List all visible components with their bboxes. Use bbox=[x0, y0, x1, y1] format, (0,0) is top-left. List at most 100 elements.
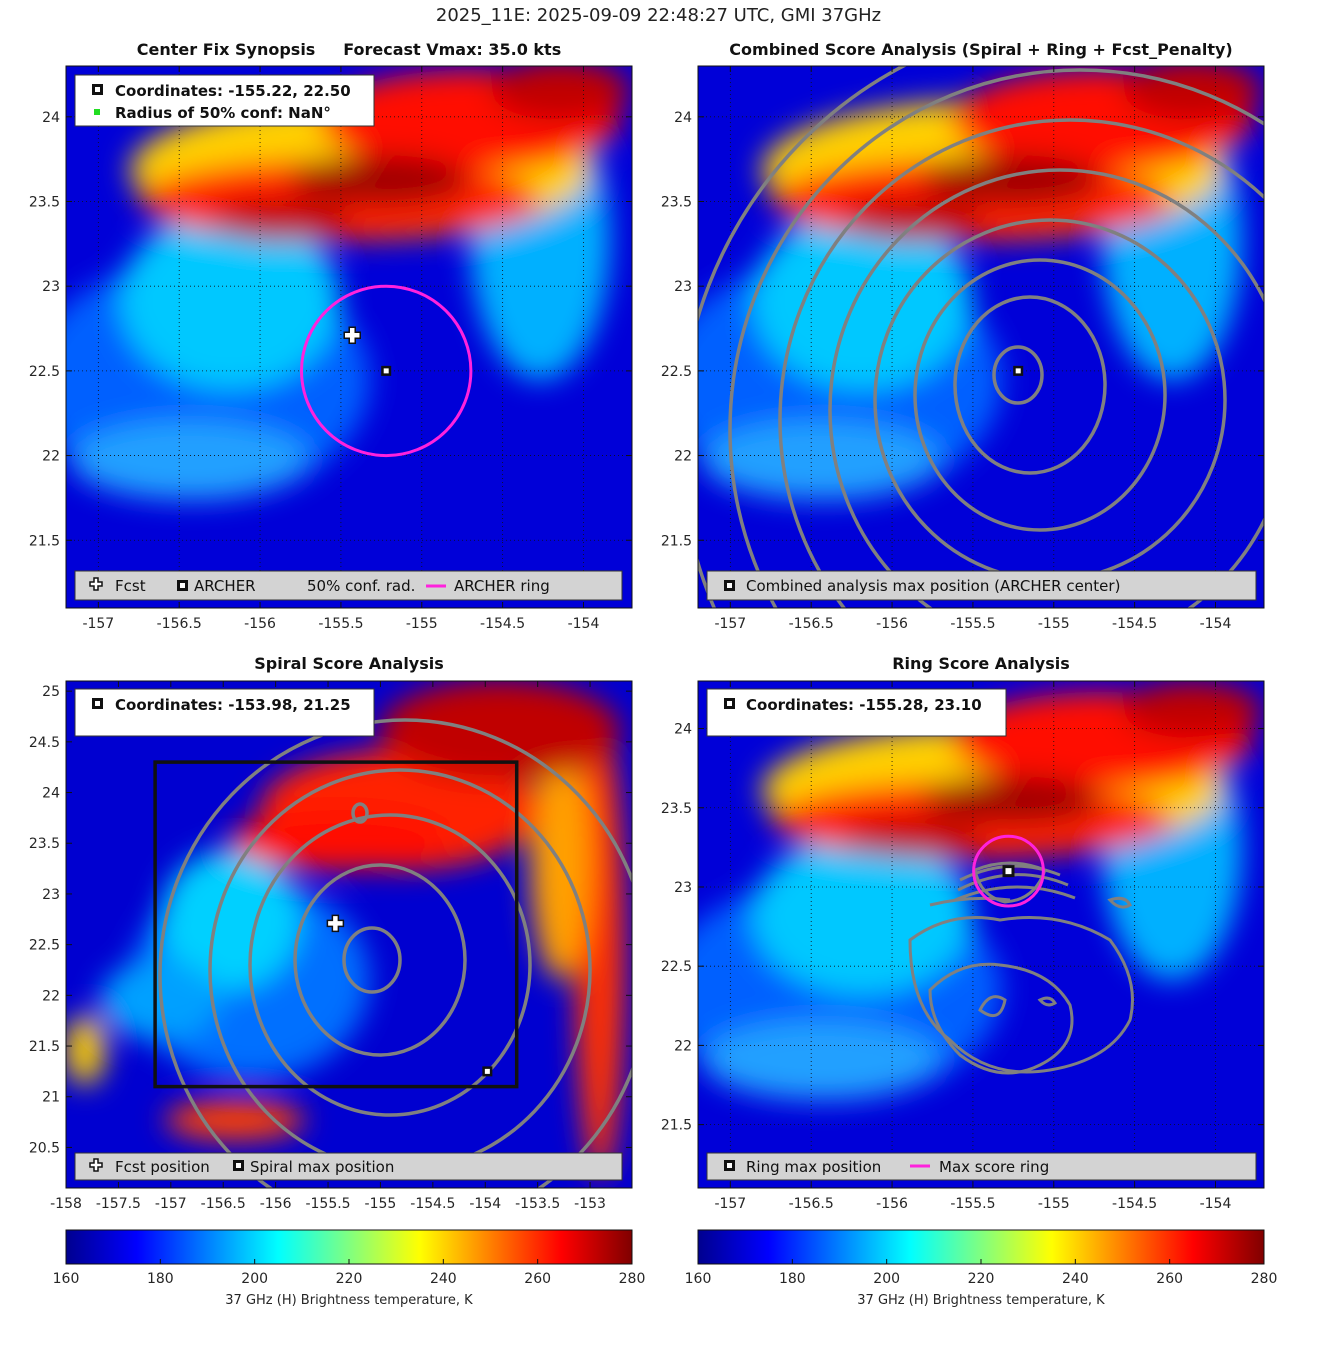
colorbar-tick-label: 220 bbox=[968, 1271, 995, 1287]
x-tick-label: -153.5 bbox=[515, 1196, 560, 1212]
colorbar-tick-label: 180 bbox=[147, 1271, 174, 1287]
x-tick-label: -157.5 bbox=[96, 1196, 141, 1212]
colorbar-left-gradient bbox=[65, 1229, 633, 1265]
legend-archer: ARCHER bbox=[194, 577, 256, 595]
colorbar-tick-label: 240 bbox=[1062, 1271, 1089, 1287]
plus-shape bbox=[326, 914, 345, 933]
y-tick-label: 22.5 bbox=[29, 938, 60, 954]
colorbar-tick-label: 160 bbox=[685, 1271, 712, 1287]
y-tick-label: 25 bbox=[42, 684, 60, 700]
max-square-inner bbox=[1005, 868, 1012, 875]
panel-a-title-right: Forecast Vmax: 35.0 kts bbox=[343, 40, 562, 59]
colorbar-tick-label: 280 bbox=[1251, 1271, 1278, 1287]
fcst-position-legend-icon bbox=[89, 1158, 103, 1172]
y-tick-label: 21.5 bbox=[29, 533, 60, 549]
x-tick-label: -157 bbox=[155, 1196, 187, 1212]
y-tick-label: 24 bbox=[674, 110, 692, 126]
legend-archer-ring: ARCHER ring bbox=[454, 577, 550, 595]
colorbar-tick-label: 240 bbox=[430, 1271, 457, 1287]
colorbar-tick-label: 200 bbox=[873, 1271, 900, 1287]
fcst-marker bbox=[343, 326, 361, 345]
panel-a-title: Center Fix Synopsis Forecast Vmax: 35.0 … bbox=[66, 40, 632, 59]
y-tick-label: 23 bbox=[42, 279, 60, 295]
max-score-ring bbox=[972, 834, 1045, 908]
panel-a-title-left: Center Fix Synopsis bbox=[136, 40, 316, 59]
panel-a-coordinates: Coordinates: -155.22, 22.50 bbox=[115, 82, 351, 100]
panel-d-title: Ring Score Analysis bbox=[892, 654, 1070, 673]
panel-c-coordinates: Coordinates: -153.98, 21.25 bbox=[115, 696, 351, 714]
panel-d-info-box: Coordinates: -155.28, 23.10 bbox=[706, 688, 1007, 737]
y-tick-label: 21.5 bbox=[661, 533, 692, 549]
colorbar-tick-label: 220 bbox=[336, 1271, 363, 1287]
x-tick-label: -156 bbox=[260, 1196, 292, 1212]
x-tick-label: -155 bbox=[1038, 616, 1070, 632]
colorbar-tick-label: 180 bbox=[779, 1271, 806, 1287]
x-tick-label: -154 bbox=[568, 616, 600, 632]
panel-b-ticks: -157 -156.5 -156 -155.5 -155 -154.5 -154 21.5 22… bbox=[661, 66, 1264, 632]
ring-max-marker bbox=[1002, 865, 1015, 878]
y-tick-label: 23 bbox=[674, 880, 692, 896]
combined-max-marker bbox=[1013, 365, 1024, 376]
panel-c-legend: Fcst position Spiral max position bbox=[74, 1152, 623, 1181]
archer-center-marker bbox=[381, 365, 392, 376]
x-tick-label: -155.5 bbox=[318, 616, 363, 632]
y-tick-label: 23.5 bbox=[29, 836, 60, 852]
max-square-inner bbox=[484, 1068, 490, 1074]
panel-a-legend: Fcst ARCHER 50% conf. rad. ARCHER ring bbox=[74, 570, 623, 601]
y-tick-label: 23.5 bbox=[661, 195, 692, 211]
panel-a-radius: Radius of 50% conf: NaN° bbox=[115, 104, 331, 122]
panel-d-heatmap bbox=[698, 681, 1264, 1188]
y-tick-label: 21.5 bbox=[29, 1039, 60, 1055]
panel-b-legend: Combined analysis max position (ARCHER c… bbox=[706, 570, 1257, 601]
y-tick-label: 23 bbox=[42, 887, 60, 903]
x-tick-label: -157 bbox=[714, 1196, 746, 1212]
colorbar-tick-label: 160 bbox=[53, 1271, 80, 1287]
y-tick-label: 23.5 bbox=[661, 801, 692, 817]
y-tick-label: 22 bbox=[42, 988, 60, 1004]
y-tick-label: 22 bbox=[674, 449, 692, 465]
fcst-legend-icon bbox=[89, 577, 103, 591]
x-tick-label: -155 bbox=[406, 616, 438, 632]
x-tick-label: -154 bbox=[1200, 616, 1232, 632]
legend-fcst: Fcst bbox=[115, 577, 146, 595]
y-tick-label: 22 bbox=[674, 1038, 692, 1054]
colorbar-tick-label: 260 bbox=[1156, 1271, 1183, 1287]
panel-c-info-box: Coordinates: -153.98, 21.25 bbox=[74, 688, 375, 737]
panel-a-ticks: -157 -156.5 -156 -155.5 -155 -154.5 -154 21.5 22… bbox=[29, 66, 632, 632]
colorbar-left: 160 180 200 220 240 260 280 37 GHz (H) Brightn… bbox=[53, 1229, 646, 1308]
panel-c-ticks: -158 -157.5 -157 -156.5 -156 -155.5 -155 -154.5… bbox=[29, 681, 632, 1212]
x-tick-label: -155.5 bbox=[950, 1196, 995, 1212]
x-tick-label: -156.5 bbox=[157, 616, 202, 632]
panel-d-coordinates: Coordinates: -155.28, 23.10 bbox=[746, 696, 982, 714]
y-tick-label: 24 bbox=[42, 110, 60, 126]
legend-fcst-position: Fcst position bbox=[115, 1158, 210, 1176]
panel-combined-score: -157 -156.5 -156 -155.5 -155 -154.5 -154 21.5 22… bbox=[661, 65, 1265, 632]
panel-b-contours bbox=[698, 66, 1264, 608]
panel-b-heatmap bbox=[698, 66, 1264, 608]
colorbar-right: 160 180 200 220 240 260 280 37 GHz (H) Brightn… bbox=[685, 1229, 1278, 1308]
y-tick-label: 21 bbox=[42, 1090, 60, 1106]
legend-spiral-max: Spiral max position bbox=[250, 1158, 394, 1176]
panel-d-legend: Ring max position Max score ring bbox=[706, 1152, 1257, 1181]
panel-a-heatmap bbox=[66, 66, 632, 608]
panel-a-info-box: Coordinates: -155.22, 22.50 Radius of 50… bbox=[74, 74, 375, 127]
x-tick-label: -154 bbox=[1200, 1196, 1232, 1212]
y-tick-label: 22.5 bbox=[661, 959, 692, 975]
legend-ring-max: Ring max position bbox=[746, 1158, 881, 1176]
y-tick-label: 24.5 bbox=[29, 735, 60, 751]
plus-shape bbox=[343, 326, 361, 345]
colorbar-tick-label: 280 bbox=[619, 1271, 646, 1287]
archer-ring bbox=[300, 284, 473, 458]
spiral-max-marker bbox=[482, 1066, 493, 1077]
panel-center-fix-synopsis: -157 -156.5 -156 -155.5 -155 -154.5 -154 21.5 22… bbox=[29, 65, 633, 632]
legend-max-score-ring: Max score ring bbox=[939, 1158, 1049, 1176]
max-square-inner bbox=[1015, 368, 1021, 374]
y-tick-label: 23.5 bbox=[29, 195, 60, 211]
x-tick-label: -156 bbox=[876, 616, 908, 632]
colorbar-tick-label: 200 bbox=[241, 1271, 268, 1287]
panel-d-grid bbox=[698, 681, 1264, 1188]
colorbar-left-ticks: 160 180 200 220 240 260 280 bbox=[53, 1259, 646, 1287]
y-tick-label: 24 bbox=[42, 786, 60, 802]
max-square-inner bbox=[383, 368, 389, 374]
